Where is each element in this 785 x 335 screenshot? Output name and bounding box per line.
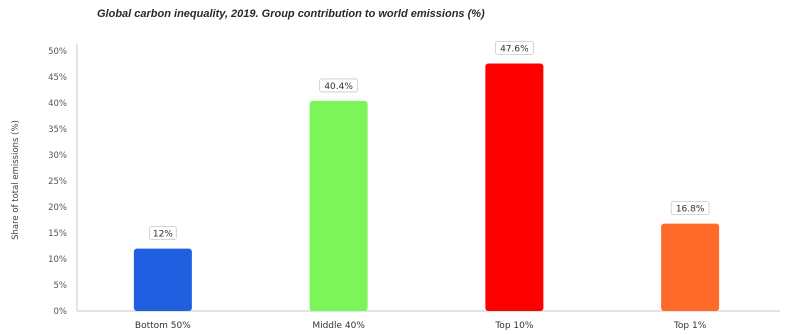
- x-tick-label: Bottom 50%: [135, 321, 191, 331]
- y-tick-label: 0%: [54, 307, 68, 317]
- y-axis-ticks: 0% 5% 10% 15% 20% 25% 30% 35% 40% 45% 50%: [48, 47, 67, 317]
- y-tick-label: 50%: [48, 47, 67, 57]
- data-label-box: [494, 41, 534, 55]
- data-labels-group: 12% 40.4% 47.6% 16.8%: [149, 41, 710, 241]
- y-tick-label: 35%: [48, 125, 67, 135]
- x-tick-label: Middle 40%: [312, 321, 365, 331]
- bar: [309, 100, 368, 311]
- y-axis-label: Share of total emissions (%): [11, 120, 21, 240]
- data-label: 47.6%: [500, 44, 529, 54]
- data-label-box: [319, 78, 359, 93]
- bar: [661, 223, 720, 311]
- y-tick-label: 45%: [48, 73, 67, 83]
- data-label: 40.4%: [324, 82, 353, 92]
- data-label-box: [149, 226, 177, 241]
- data-label: 16.8%: [676, 205, 705, 215]
- x-axis-ticks: Bottom 50% Middle 40% Top 10% Top 1%: [135, 321, 707, 331]
- y-tick-label: 5%: [54, 281, 68, 291]
- x-tick-label: Top 10%: [494, 321, 534, 331]
- y-tick-label: 15%: [48, 229, 67, 239]
- y-tick-label: 10%: [48, 255, 67, 265]
- y-tick-label: 40%: [48, 99, 67, 109]
- bar: [485, 63, 544, 312]
- data-label: 12%: [153, 230, 173, 240]
- chart-title: Global carbon inequality, 2019. Group co…: [97, 8, 485, 20]
- y-tick-label: 20%: [48, 203, 67, 213]
- data-label-box: [670, 201, 710, 216]
- bar: [133, 248, 192, 311]
- bars-group: [133, 63, 720, 312]
- y-tick-label: 30%: [48, 151, 67, 161]
- x-tick-label: Top 1%: [673, 321, 707, 331]
- y-tick-label: 25%: [48, 177, 67, 187]
